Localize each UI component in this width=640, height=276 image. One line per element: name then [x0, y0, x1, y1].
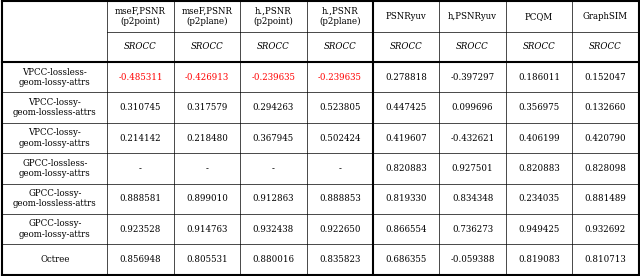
- Text: PCQM: PCQM: [525, 12, 553, 21]
- Text: 0.447425: 0.447425: [385, 103, 427, 112]
- Text: 0.502424: 0.502424: [319, 134, 360, 142]
- Text: 0.819330: 0.819330: [385, 194, 427, 203]
- Text: -0.239635: -0.239635: [318, 73, 362, 82]
- Text: -0.432621: -0.432621: [451, 134, 495, 142]
- Text: 0.686355: 0.686355: [385, 255, 427, 264]
- Text: GPCC-lossy-
geom-lossy-attrs: GPCC-lossy- geom-lossy-attrs: [19, 219, 91, 239]
- Text: 0.856948: 0.856948: [120, 255, 161, 264]
- Text: mseF,PSNR
(p2point): mseF,PSNR (p2point): [115, 7, 166, 26]
- Text: SROCC: SROCC: [390, 43, 422, 51]
- Text: 0.736273: 0.736273: [452, 225, 493, 233]
- Text: 0.914763: 0.914763: [186, 225, 228, 233]
- Text: 0.356975: 0.356975: [518, 103, 559, 112]
- Text: VPCC-lossy-
geom-lossy-attrs: VPCC-lossy- geom-lossy-attrs: [19, 128, 91, 148]
- Text: 0.881489: 0.881489: [584, 194, 627, 203]
- Text: 0.317579: 0.317579: [186, 103, 228, 112]
- Text: 0.406199: 0.406199: [518, 134, 560, 142]
- Text: 0.880016: 0.880016: [252, 255, 294, 264]
- Text: SROCC: SROCC: [456, 43, 489, 51]
- Text: SROCC: SROCC: [191, 43, 223, 51]
- Text: 0.927501: 0.927501: [452, 164, 493, 173]
- Text: 0.420790: 0.420790: [584, 134, 626, 142]
- Text: 0.523805: 0.523805: [319, 103, 360, 112]
- Text: 0.819083: 0.819083: [518, 255, 560, 264]
- Text: 0.218480: 0.218480: [186, 134, 228, 142]
- Text: 0.932438: 0.932438: [253, 225, 294, 233]
- Text: -: -: [205, 164, 209, 173]
- Text: 0.922650: 0.922650: [319, 225, 360, 233]
- Text: VPCC-lossy-
geom-lossless-attrs: VPCC-lossy- geom-lossless-attrs: [13, 98, 97, 117]
- Text: 0.310745: 0.310745: [120, 103, 161, 112]
- Text: 0.810713: 0.810713: [584, 255, 627, 264]
- Text: 0.923528: 0.923528: [120, 225, 161, 233]
- Text: 0.152047: 0.152047: [584, 73, 626, 82]
- Text: 0.234035: 0.234035: [518, 194, 559, 203]
- Text: 0.820883: 0.820883: [385, 164, 427, 173]
- Text: SROCC: SROCC: [257, 43, 290, 51]
- Text: 0.132660: 0.132660: [585, 103, 626, 112]
- Text: 0.419607: 0.419607: [385, 134, 427, 142]
- Text: 0.186011: 0.186011: [518, 73, 560, 82]
- Text: 0.888581: 0.888581: [120, 194, 161, 203]
- Text: SROCC: SROCC: [323, 43, 356, 51]
- Text: -: -: [339, 164, 341, 173]
- Text: mseF,PSNR
(p2plane): mseF,PSNR (p2plane): [182, 7, 232, 26]
- Text: 0.899010: 0.899010: [186, 194, 228, 203]
- Text: 0.835823: 0.835823: [319, 255, 360, 264]
- Text: VPCC-lossless-
geom-lossy-attrs: VPCC-lossless- geom-lossy-attrs: [19, 68, 91, 87]
- Text: -: -: [139, 164, 142, 173]
- Text: 0.828098: 0.828098: [584, 164, 627, 173]
- Text: Octree: Octree: [40, 255, 70, 264]
- Text: -0.397297: -0.397297: [451, 73, 495, 82]
- Text: PSNRyuv: PSNRyuv: [386, 12, 426, 21]
- Text: GPCC-lossless-
geom-lossy-attrs: GPCC-lossless- geom-lossy-attrs: [19, 159, 91, 178]
- Text: 0.367945: 0.367945: [253, 134, 294, 142]
- Text: 0.278818: 0.278818: [385, 73, 427, 82]
- Text: 0.805531: 0.805531: [186, 255, 228, 264]
- Text: -0.426913: -0.426913: [185, 73, 229, 82]
- Text: 0.888853: 0.888853: [319, 194, 360, 203]
- Text: h,PSNRyuv: h,PSNRyuv: [448, 12, 497, 21]
- Text: h.,PSNR
(p2plane): h.,PSNR (p2plane): [319, 7, 360, 26]
- Text: -: -: [272, 164, 275, 173]
- Text: SROCC: SROCC: [124, 43, 157, 51]
- Text: 0.866554: 0.866554: [385, 225, 427, 233]
- Text: 0.834348: 0.834348: [452, 194, 493, 203]
- Text: -0.239635: -0.239635: [252, 73, 295, 82]
- Text: -0.059388: -0.059388: [451, 255, 495, 264]
- Text: -0.485311: -0.485311: [118, 73, 163, 82]
- Text: 0.099696: 0.099696: [452, 103, 493, 112]
- Text: GPCC-lossy-
geom-lossless-attrs: GPCC-lossy- geom-lossless-attrs: [13, 189, 97, 208]
- Text: GraphSIM: GraphSIM: [583, 12, 628, 21]
- Text: h.,PSNR
(p2point): h.,PSNR (p2point): [253, 7, 293, 26]
- Text: 0.949425: 0.949425: [518, 225, 560, 233]
- Text: 0.294263: 0.294263: [253, 103, 294, 112]
- Text: 0.912863: 0.912863: [253, 194, 294, 203]
- Text: SROCC: SROCC: [523, 43, 556, 51]
- Text: 0.214142: 0.214142: [120, 134, 161, 142]
- Text: SROCC: SROCC: [589, 43, 622, 51]
- Text: 0.932692: 0.932692: [585, 225, 626, 233]
- Text: 0.820883: 0.820883: [518, 164, 560, 173]
